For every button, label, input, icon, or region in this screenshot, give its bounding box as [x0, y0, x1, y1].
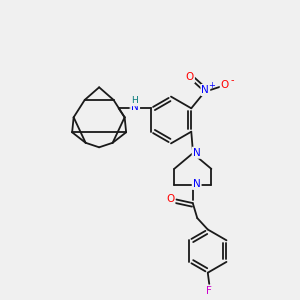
- Text: H: H: [131, 96, 138, 105]
- Text: N: N: [193, 148, 200, 158]
- Text: N: N: [193, 179, 200, 189]
- Text: N: N: [202, 85, 209, 95]
- Text: O: O: [166, 194, 174, 204]
- Text: -: -: [231, 75, 234, 85]
- Text: N: N: [131, 102, 139, 112]
- Text: F: F: [206, 286, 212, 296]
- Text: +: +: [208, 81, 215, 90]
- Text: O: O: [186, 72, 194, 82]
- Text: O: O: [221, 80, 229, 90]
